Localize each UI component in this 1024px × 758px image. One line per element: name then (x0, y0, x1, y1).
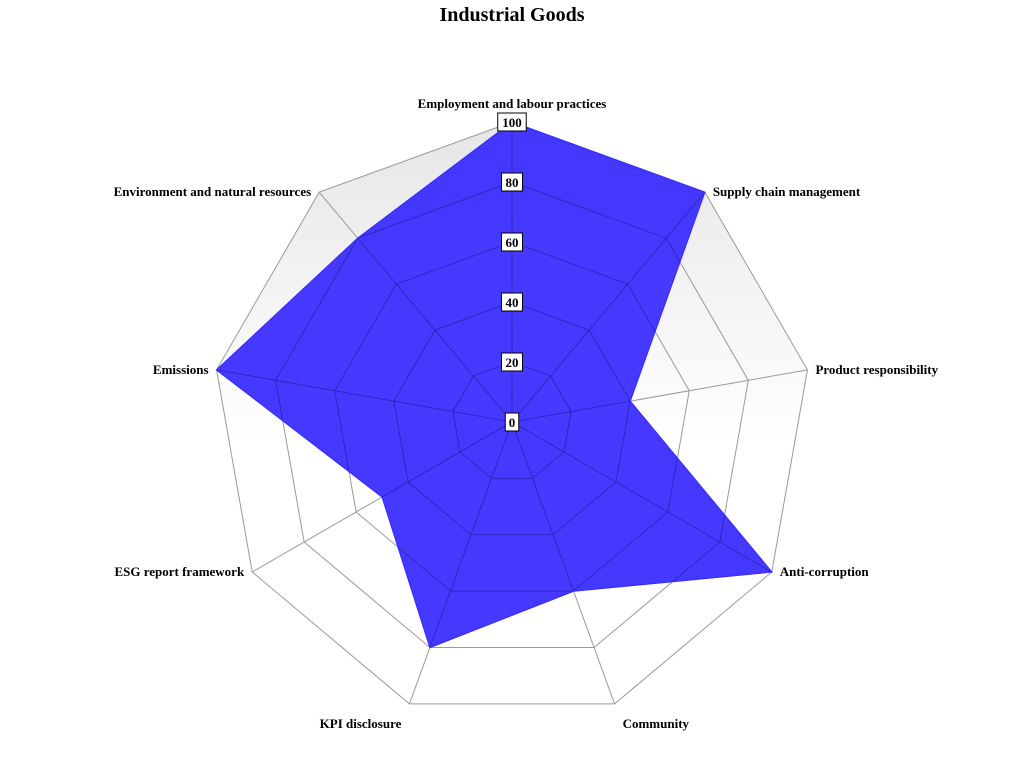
tick-label-40: 40 (506, 295, 519, 310)
axis-label-2: Product responsibility (815, 362, 938, 377)
tick-label-20: 20 (506, 355, 519, 370)
axis-label-5: KPI disclosure (320, 716, 402, 731)
tick-label-0: 0 (509, 415, 516, 430)
axis-label-8: Environment and natural resources (114, 184, 312, 199)
tick-label-60: 60 (506, 235, 519, 250)
tick-40: 40 (502, 293, 523, 311)
tick-60: 60 (502, 233, 523, 251)
axis-label-6: ESG report framework (114, 564, 245, 579)
tick-label-100: 100 (502, 115, 522, 130)
tick-80: 80 (502, 173, 523, 191)
axis-label-4: Community (623, 716, 690, 731)
tick-20: 20 (502, 353, 523, 371)
tick-label-80: 80 (506, 175, 519, 190)
tick-0: 0 (505, 413, 519, 431)
tick-100: 100 (498, 113, 527, 131)
axis-label-1: Supply chain management (713, 184, 861, 199)
chart-title: Industrial Goods (0, 4, 1024, 27)
axis-label-3: Anti-corruption (780, 564, 870, 579)
axis-label-7: Emissions (153, 362, 209, 377)
axis-label-0: Employment and labour practices (418, 96, 607, 111)
